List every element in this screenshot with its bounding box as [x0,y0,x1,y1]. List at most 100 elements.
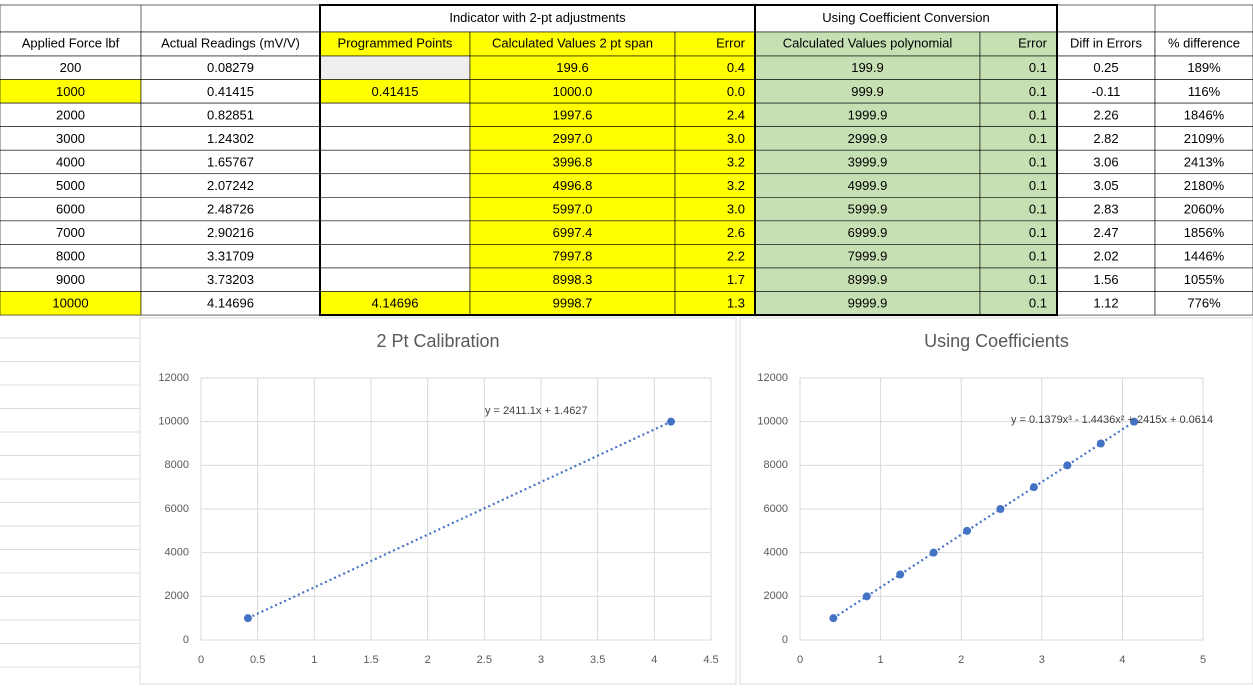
x-tick-label: 0 [797,654,803,666]
data-point [1029,483,1038,492]
cell-text: 3996.8 [553,154,593,169]
trendline-equation: y = 0.1379x³ - 1.4436x² + 2415x + 0.0614 [1011,414,1213,426]
cell-text: 0.1 [1029,84,1047,99]
cell-text: 0.25 [1093,60,1118,75]
data-point [862,592,871,601]
cell-text: 3.73203 [207,272,254,287]
y-tick-label: 0 [183,634,189,646]
header-cell [140,31,321,57]
column-header: Applied Force lbf [22,35,120,50]
x-tick-label: 3 [538,654,544,666]
cell-text: 3.06 [1093,154,1118,169]
column-header: Programmed Points [338,35,453,50]
cell-text: 4.14696 [372,296,419,311]
cell [319,244,471,269]
cell-text: 2.2 [727,249,745,264]
cell-text: 7000 [56,225,85,240]
cell-text: 2060% [1184,202,1225,217]
data-point [829,614,838,623]
data-point [929,548,938,557]
x-tick-label: 4 [651,654,657,666]
cell-text: 5999.9 [848,202,888,217]
cell-text: 199.9 [851,60,884,75]
cell [319,102,471,127]
cell-text: 0.1 [1029,202,1047,217]
cell-text: 5997.0 [553,202,593,217]
data-point [963,526,972,535]
cell-text: 3.2 [727,154,745,169]
y-tick-label: 4000 [764,547,788,559]
cell-text: 189% [1187,60,1221,75]
x-tick-label: 2.5 [477,654,492,666]
chart: Using Coefficients 0 2000 4000 6000 8000 10000… [739,317,1253,685]
x-tick-label: 2 [958,654,964,666]
cell-text: 1999.9 [848,107,888,122]
cell [1154,291,1253,316]
column-header: Error [1018,35,1048,50]
cell-text: 1.3 [727,296,745,311]
cell-text: 8999.9 [848,272,888,287]
y-tick-label: 10000 [757,416,788,428]
cell-text: 1055% [1184,272,1225,287]
cell-text: 2.02 [1093,249,1118,264]
chart-area [739,317,1253,685]
cell [319,173,471,198]
y-tick-label: 10000 [158,416,189,428]
cell-text: 6000 [56,202,85,217]
cell [319,267,471,292]
cell-text: 0.1 [1029,296,1047,311]
data-point [1130,417,1139,426]
data-point [996,505,1005,513]
y-tick-label: 4000 [165,547,189,559]
y-tick-label: 8000 [764,459,788,471]
cell-text: 0.1 [1029,154,1047,169]
chart: 2 Pt Calibration020004000600080001000012… [139,317,737,685]
cell-text: 0.0 [727,84,745,99]
cell [319,220,471,245]
x-tick-label: 4 [1119,654,1125,666]
group-header: Indicator with 2-pt adjustments [449,10,626,25]
x-tick-label: 2 [425,654,431,666]
cell-text: 2000 [56,107,85,122]
y-tick-label: 0 [782,634,788,646]
data-point [243,614,252,623]
cell-text: 2.90216 [207,225,254,240]
cell-text: 1446% [1184,249,1225,264]
data-point [666,417,675,426]
cell-text: 2.6 [727,225,745,240]
cell-text: 2.07242 [207,178,254,193]
cell-text: 2.82 [1093,131,1118,146]
y-tick-label: 12000 [158,372,189,384]
header-cell [979,31,1058,57]
cell-text: 2.47 [1093,225,1118,240]
cell-text: 1000 [56,84,85,99]
x-tick-label: 3.5 [590,654,605,666]
cell-text: 0.1 [1029,178,1047,193]
x-tick-label: 0.5 [250,654,265,666]
group-header-row [0,4,1253,33]
y-tick-label: 2000 [764,590,788,602]
cell-text: 0.1 [1029,272,1047,287]
cell-text: 9000 [56,272,85,287]
cell-text: 2999.9 [848,131,888,146]
cell-text: 2109% [1184,131,1225,146]
x-tick-label: 1 [878,654,884,666]
cell-text: -0.11 [1092,84,1121,99]
cell-text: 116% [1188,84,1221,99]
column-header: Calculated Values polynomial [783,35,953,50]
cell-text: 2.26 [1093,107,1118,122]
trendline-equation: y = 2411.1x + 1.4627 [485,405,588,417]
y-tick-label: 6000 [764,503,788,515]
column-header: % difference [1168,35,1240,50]
cell-text: 5000 [56,178,85,193]
cell [319,149,471,175]
cell-text: 0.1 [1029,249,1047,264]
cell-text: 1.65767 [207,154,254,169]
cell-text: 2180% [1184,178,1225,193]
cell-text: 1.56 [1093,272,1118,287]
column-header: Actual Readings (mV/V) [161,35,300,50]
chart-title: Using Coefficients [924,331,1069,351]
cell-text: 1.12 [1093,296,1118,311]
header-cell [319,31,471,57]
x-tick-label: 3 [1039,654,1045,666]
